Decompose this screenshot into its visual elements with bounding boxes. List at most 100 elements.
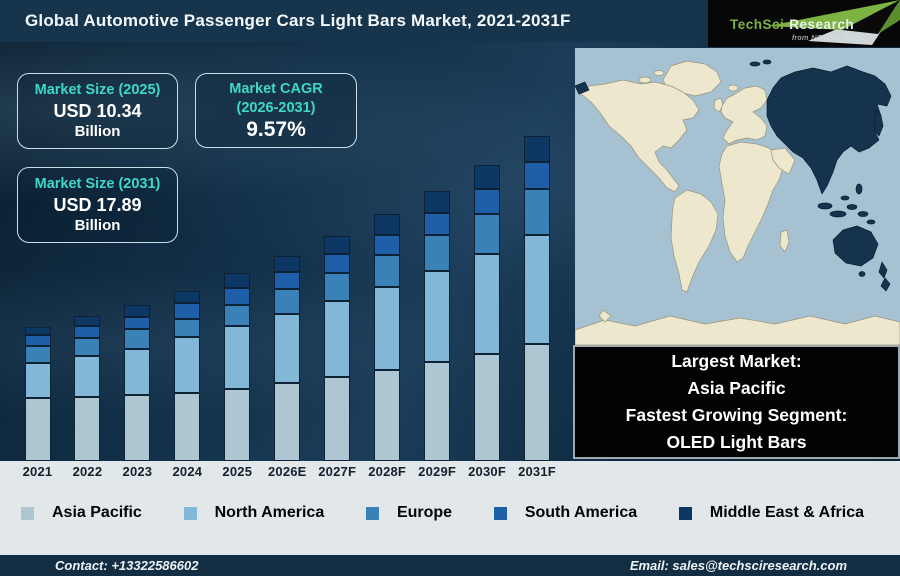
bar-2025: [224, 273, 251, 461]
legend-label-middle-east-africa: Middle East & Africa: [709, 504, 864, 521]
stat-label: Market CAGR: [229, 80, 323, 97]
legend-item-north-america: North America: [183, 504, 324, 522]
callout-fastest-segment-value: OLED Light Bars: [666, 432, 807, 452]
bar-segment-asia-pacific-2027f: [324, 376, 351, 461]
bar-segment-asia-pacific-2024: [174, 392, 201, 461]
bar-segment-europe-2031f: [524, 188, 550, 236]
world-map-panel: [575, 48, 900, 345]
stat-value: USD 10.34: [53, 101, 142, 121]
footer-contact: Contact: +13322586602: [55, 558, 199, 573]
stat-value: USD 17.89: [53, 195, 142, 215]
bar-segment-north-america-2031f: [524, 235, 550, 345]
bar-segment-asia-pacific-2026e: [274, 382, 301, 461]
techsci-arrow-icon: [768, 0, 900, 45]
bar-2029f: [424, 190, 451, 461]
stat-unit: Billion: [74, 123, 121, 140]
bar-segment-south-america-2030f: [474, 188, 501, 214]
bar-segment-south-america-2027f: [324, 254, 351, 274]
bar-segment-south-america-2021: [24, 335, 51, 347]
legend-swatch-north-america: [183, 506, 197, 520]
bar-segment-south-america-2022: [74, 326, 101, 339]
x-axis-label-2022: 2022: [72, 464, 103, 479]
bar-segment-middle-east-africa-2029f: [424, 190, 451, 213]
bar-segment-south-america-2023: [124, 316, 151, 330]
bar-segment-middle-east-africa-2031f: [524, 136, 550, 163]
world-map: [575, 48, 900, 345]
legend-item-europe: Europe: [365, 504, 453, 522]
x-axis-label-2023: 2023: [122, 464, 153, 479]
legend-swatch-europe: [365, 506, 379, 520]
map-highlight-asia-pacific: [575, 59, 892, 292]
bar-segment-europe-2029f: [424, 235, 451, 272]
legend-label-south-america: South America: [524, 504, 638, 521]
x-axis-label-2027f: 2027F: [318, 464, 357, 479]
chart-legend: Asia Pacific North America Europe South Ame…: [0, 498, 900, 528]
x-axis-label-2024: 2024: [172, 464, 203, 479]
bar-segment-middle-east-africa-2025: [224, 273, 251, 289]
bar-segment-europe-2021: [24, 346, 51, 364]
bar-2021: [24, 326, 51, 461]
bar-segment-middle-east-africa-2030f: [474, 164, 501, 189]
x-axis-label-2021: 2021: [22, 464, 53, 479]
bar-segment-north-america-2026e: [274, 313, 301, 383]
stat-box-market-size-2031: Market Size (2031) USD 17.89 Billion: [17, 167, 178, 243]
bar-segment-asia-pacific-2031f: [524, 344, 550, 461]
bar-segment-middle-east-africa-2022: [74, 315, 101, 327]
bar-segment-middle-east-africa-2024: [174, 290, 201, 304]
callout-largest-market-value: Asia Pacific: [687, 378, 786, 398]
bar-segment-europe-2030f: [474, 213, 501, 255]
bar-segment-europe-2026e: [274, 289, 301, 314]
bar-segment-europe-2028f: [374, 255, 401, 287]
bar-segment-north-america-2022: [74, 355, 101, 397]
bar-segment-north-america-2028f: [374, 286, 401, 370]
bar-2028f: [374, 214, 401, 461]
legend-swatch-middle-east-africa: [678, 506, 692, 520]
market-callout: Largest Market: Asia Pacific Fastest Gro…: [573, 345, 900, 459]
bar-segment-south-america-2029f: [424, 212, 451, 236]
x-axis-label-2031f: 2031F: [518, 464, 556, 479]
bar-segment-north-america-2030f: [474, 254, 501, 354]
bar-segment-asia-pacific-2023: [124, 395, 151, 461]
bar-segment-middle-east-africa-2021: [24, 326, 51, 336]
bar-2024: [174, 290, 201, 461]
stacked-bar-chart: [0, 42, 575, 461]
bar-segment-middle-east-africa-2023: [124, 304, 151, 317]
bar-segment-asia-pacific-2022: [74, 396, 101, 461]
bar-segment-north-america-2024: [174, 337, 201, 393]
x-axis-label-2028f: 2028F: [368, 464, 407, 479]
x-axis-label-2025: 2025: [222, 464, 253, 479]
bar-2031f: [524, 136, 550, 461]
bar-segment-south-america-2025: [224, 288, 251, 306]
callout-largest-market-label: Largest Market:: [671, 351, 802, 371]
bar-segment-middle-east-africa-2028f: [374, 214, 401, 235]
bar-segment-south-america-2026e: [274, 272, 301, 290]
bar-segment-south-america-2028f: [374, 234, 401, 256]
logo-tagline: from NOW to NEXT: [792, 33, 865, 42]
bar-segment-north-america-2029f: [424, 271, 451, 362]
stat-unit: Billion: [74, 217, 121, 234]
stat-label: Market Size (2031): [34, 176, 161, 192]
bar-2022: [74, 315, 101, 461]
logo-brand: TechSci: [730, 17, 785, 32]
bar-2030f: [474, 164, 501, 461]
legend-swatch-south-america: [493, 506, 507, 520]
stat-value: 9.57%: [246, 117, 306, 141]
x-axis-label-2026e: 2026E: [267, 464, 307, 479]
techsci-logo: TechSci Research from NOW to NEXT: [708, 0, 900, 47]
bar-segment-south-america-2031f: [524, 162, 550, 189]
bar-2023: [124, 304, 151, 461]
callout-fastest-segment-label: Fastest Growing Segment:: [625, 405, 848, 425]
axis-legend-strip: 2021 2022 2023 2024 2025 2026E 2027F 2028F 2029F…: [0, 461, 900, 555]
legend-item-middle-east-africa: Middle East & Africa: [678, 504, 864, 522]
footer-bar: Contact: +13322586602 Email: sales@techs…: [0, 555, 900, 576]
bar-segment-asia-pacific-2025: [224, 388, 251, 461]
legend-label-asia-pacific: Asia Pacific: [52, 504, 142, 521]
logo-brand2: Research: [789, 17, 855, 32]
page-title: Global Automotive Passenger Cars Light B…: [25, 11, 571, 30]
x-axis-label-2029f: 2029F: [418, 464, 457, 479]
bar-segment-asia-pacific-2028f: [374, 369, 401, 461]
bar-segment-asia-pacific-2030f: [474, 353, 501, 461]
legend-label-europe: Europe: [396, 504, 453, 521]
x-axis-label-2030f: 2030F: [468, 464, 506, 479]
bar-segment-europe-2024: [174, 318, 201, 338]
